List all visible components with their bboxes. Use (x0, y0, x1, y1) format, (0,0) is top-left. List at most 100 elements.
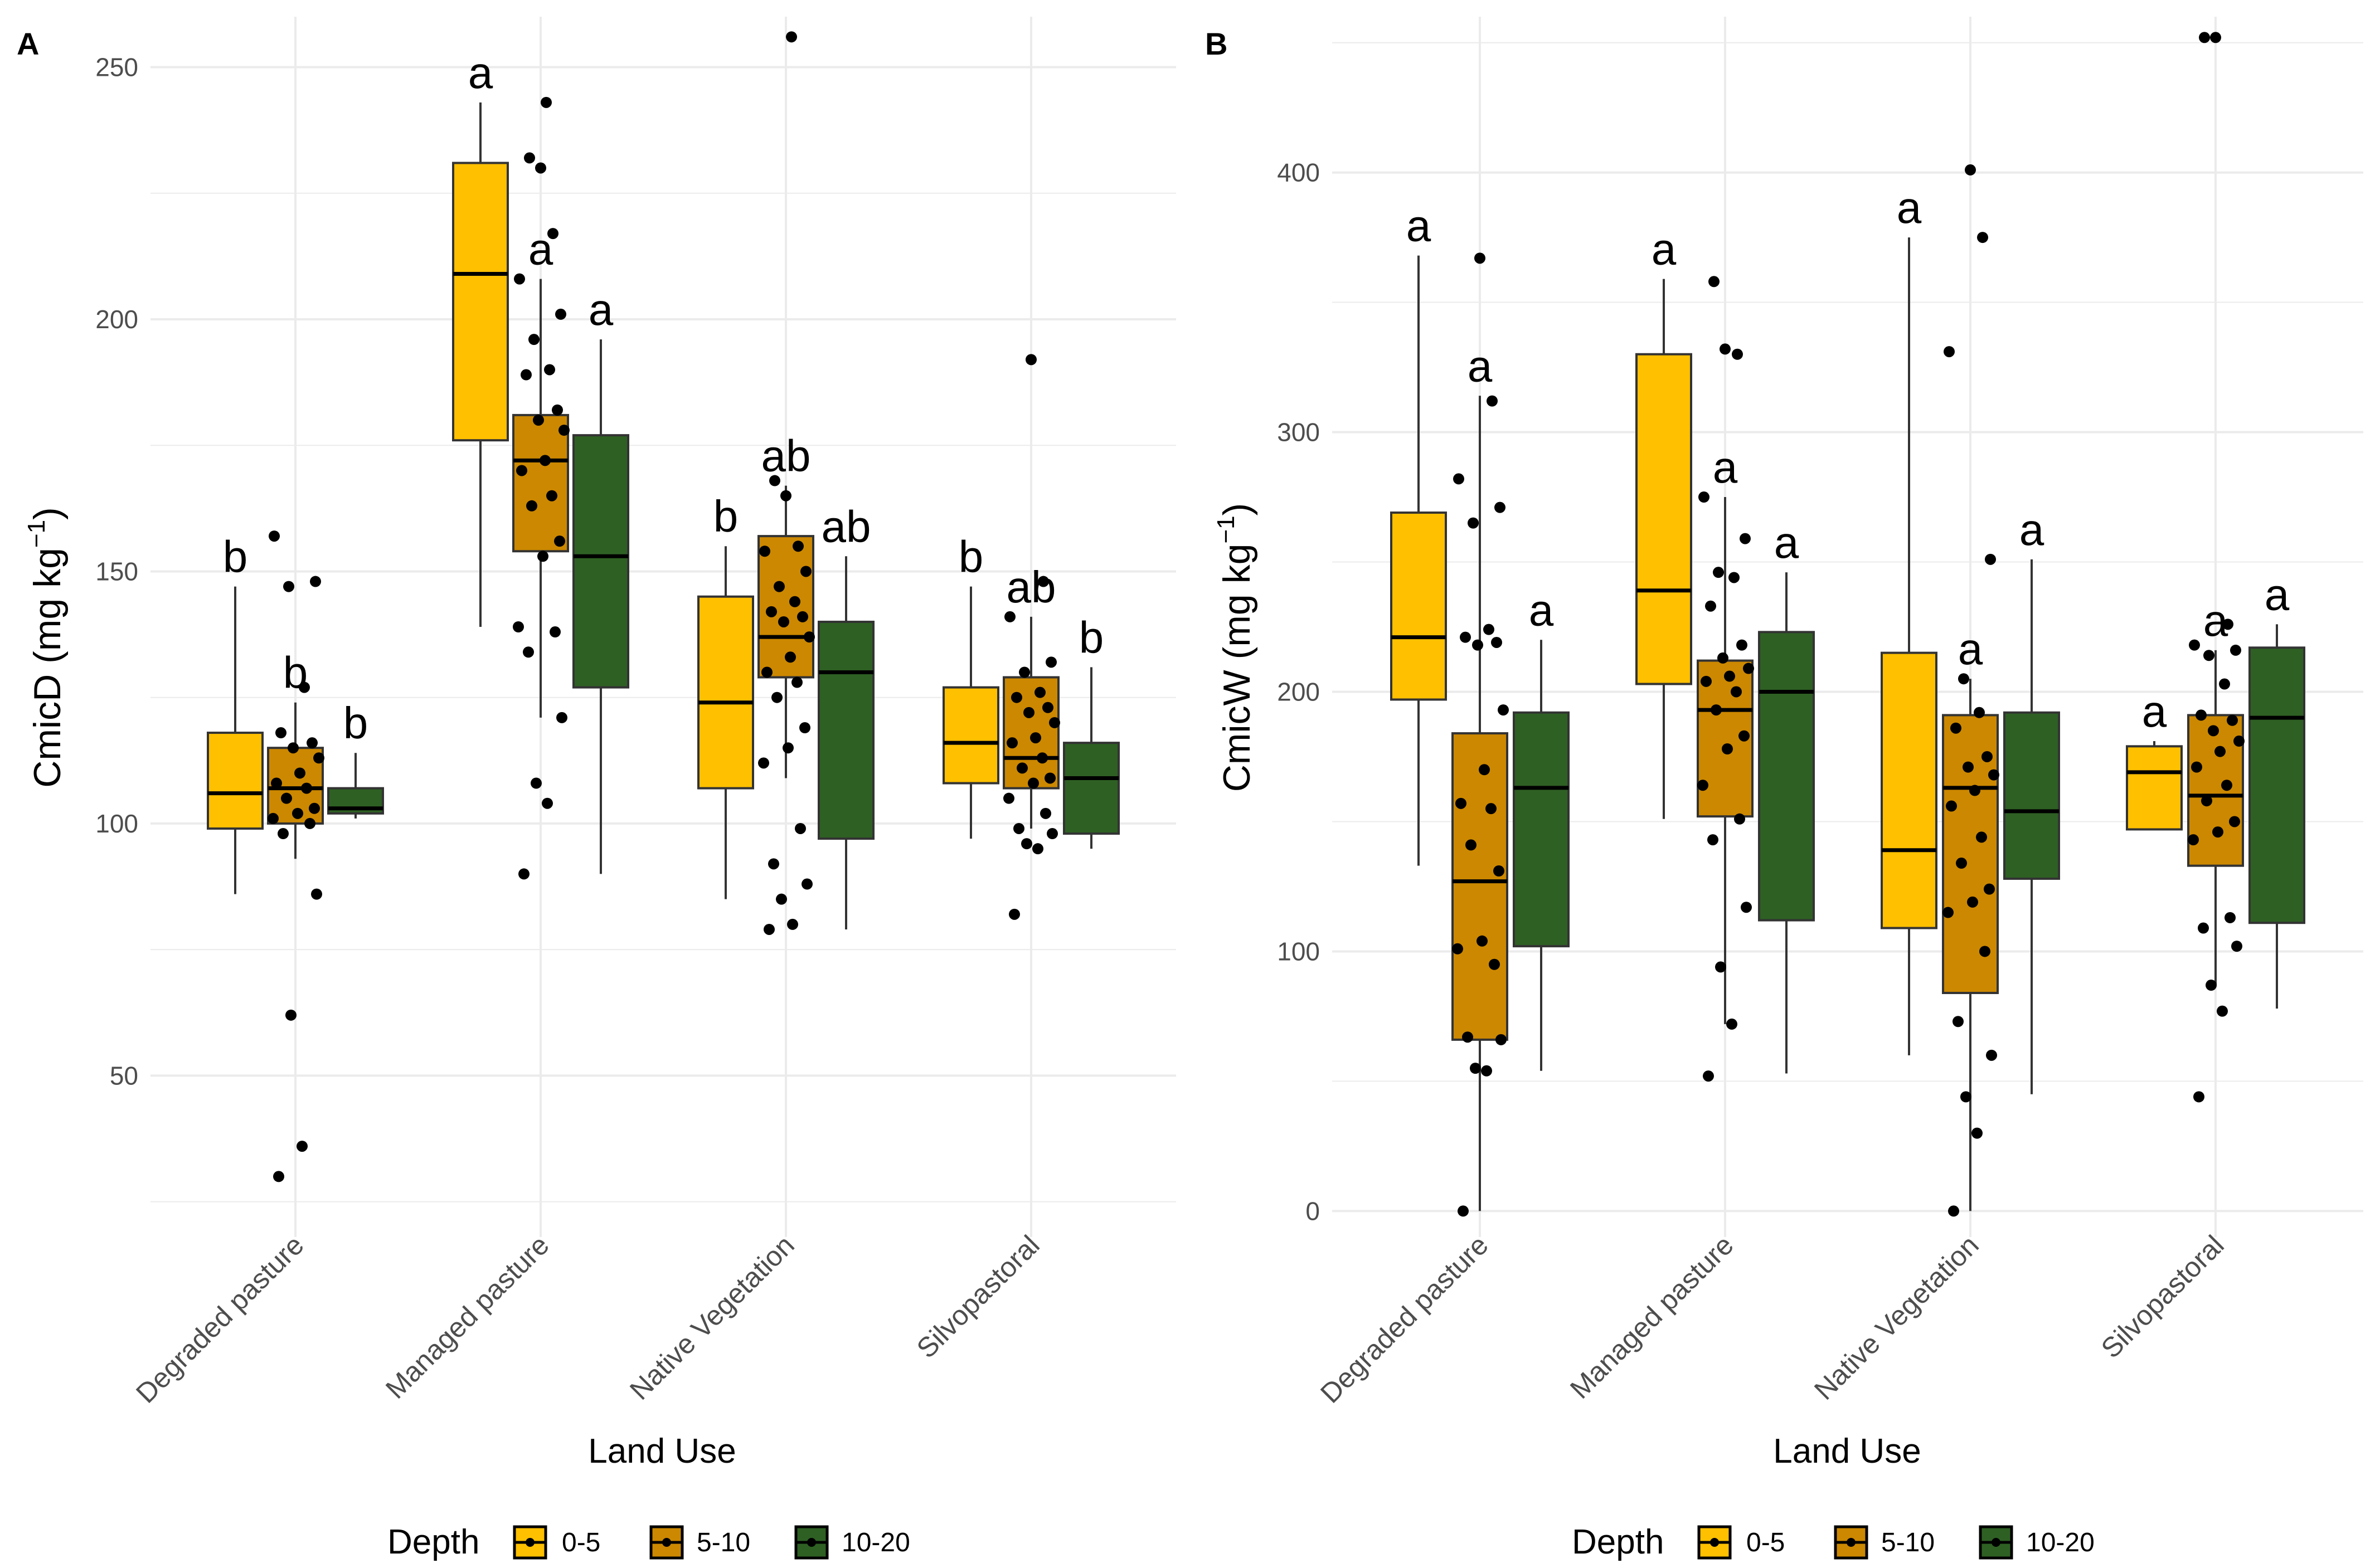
panel-a-data-point (1030, 732, 1041, 744)
panel-b-data-point (1956, 858, 1967, 869)
panel-a-data-point (1026, 354, 1037, 366)
panel-a-data-point (780, 490, 791, 501)
panel-b-data-point (1942, 907, 1954, 918)
panel-b-data-point (1720, 343, 1731, 355)
panel-a-data-point (273, 1171, 284, 1182)
panel-a-data-point (281, 792, 292, 804)
panel-a-data-point (776, 893, 787, 905)
panel-b-data-point (1740, 533, 1751, 544)
panel-b-data-point (1722, 743, 1733, 754)
panel-a-data-point (531, 777, 542, 789)
panel-b-data-point (1489, 958, 1500, 970)
panel-a-data-point (1004, 611, 1016, 622)
panel-a-data-point (1007, 737, 1018, 749)
panel-b-data-point (1985, 553, 1996, 565)
panel-b-data-point (2201, 795, 2212, 807)
panel-a-data-point (1019, 666, 1030, 678)
panel-b-data-point (1468, 517, 1479, 529)
panel-a-significance-letter: b (223, 532, 248, 582)
panel-b-significance-letter: a (1713, 442, 1738, 492)
panel-b-data-point (1455, 797, 1466, 809)
panel-a-data-point (537, 551, 548, 562)
panel-a-data-point (1037, 752, 1048, 764)
panel-a-data-point (294, 767, 305, 779)
panel-a-box-group: b (697, 491, 754, 899)
panel-b-legend-title: Depth (1572, 1523, 1664, 1561)
panel-b-data-point (2191, 761, 2202, 773)
panel-a-data-point (771, 692, 783, 703)
panel-a-box (1003, 676, 1060, 790)
panel-b-box (1635, 353, 1692, 685)
panel-a-data-point (275, 727, 286, 739)
panel-b-significance-letter: a (2142, 686, 2167, 736)
panel-b-significance-letter: a (2203, 596, 2228, 645)
panel-a-data-point (1047, 828, 1058, 840)
panel-a-data-point (307, 737, 318, 749)
panel-a-significance-letter: a (589, 285, 614, 334)
panel-a-box-group: a (572, 285, 629, 874)
panel-b-data-point (2222, 619, 2233, 630)
panel-a-data-point (554, 535, 565, 547)
panel-a-data-point (1017, 762, 1028, 774)
panel-a-data-point (542, 797, 553, 809)
panel-a-data-point (785, 651, 796, 663)
panel-a-box (512, 413, 569, 553)
panel-b-box-group: a (2126, 686, 2183, 831)
panel-a-data-point (1040, 807, 1051, 819)
panel-a-data-point (299, 681, 310, 693)
panel-a-box-group: b (327, 698, 384, 819)
panel-b-y-tick-label: 300 (1277, 418, 1320, 447)
panel-b-data-point (1472, 639, 1483, 651)
panel-b-box-group: a (1635, 225, 1692, 819)
panel-a-data-point (271, 777, 282, 789)
panel-b-data-point (1460, 631, 1471, 643)
legend-label-5-10: 5-10 (1881, 1528, 1935, 1557)
panel-b-data-point (2193, 1091, 2204, 1103)
panel-b-box-group: a (1390, 201, 1447, 866)
panel-a-box (572, 434, 629, 689)
panel-a-y-tick-label: 100 (95, 809, 138, 838)
panel-b-data-point (2188, 834, 2199, 846)
panel-b-data-point (1950, 722, 1961, 734)
legend-swatch-5-10-dot (662, 1538, 671, 1547)
panel-b-data-point (1707, 834, 1718, 846)
panel-a-box-group: ab (818, 501, 875, 929)
panel-b-box (1881, 651, 1937, 929)
panel-b-box (2003, 711, 2060, 880)
panel-a-data-point (1011, 692, 1022, 703)
panel-a-data-point (523, 646, 534, 658)
panel-a-data-point (761, 666, 773, 678)
panel-a-significance-letter: a (468, 48, 493, 98)
panel-b-data-point (1969, 785, 1980, 796)
panel-b-box-group: a (2187, 32, 2245, 1103)
panel-b-y-axis-title-main: CmicW (mg kg (1216, 544, 1258, 792)
panel-b-data-point (1963, 761, 1974, 773)
panel-b-significance-letter: a (1468, 341, 1493, 391)
panel-b-data-point (2221, 780, 2232, 791)
panel-a-data-point (1009, 908, 1020, 920)
panel-a-data-point (533, 414, 544, 426)
panel-a-data-point (1021, 838, 1032, 850)
panel-a-significance-letter: b (343, 698, 368, 748)
panel-a-data-point (1038, 576, 1049, 587)
panel-a-data-point (518, 868, 530, 880)
legend-label-0-5: 0-5 (1746, 1528, 1785, 1557)
panel-b-data-point (1697, 780, 1708, 791)
panel-a-legend-key-0-5: 0-5 (513, 1525, 600, 1560)
panel-b-data-point (1736, 639, 1747, 651)
panel-a-data-point (301, 782, 312, 794)
panel-b-box (2248, 646, 2305, 924)
panel-b-box (1390, 511, 1447, 701)
panel-b-y-tick-label: 200 (1277, 677, 1320, 706)
panel-a-box-group: ab (1003, 354, 1060, 920)
panel-a-data-point (1028, 777, 1039, 789)
panel-b-significance-letter: a (2265, 569, 2290, 619)
panel-b-data-point (2219, 678, 2230, 690)
panel-b-data-point (2208, 725, 2219, 737)
panel-a-data-point (766, 606, 777, 617)
panel-a-data-point (540, 455, 551, 466)
panel-a-data-point (278, 828, 289, 840)
panel-a-box-group: a (512, 96, 570, 880)
panel-a-data-point (789, 596, 800, 607)
panel-b-data-point (1724, 670, 1735, 682)
